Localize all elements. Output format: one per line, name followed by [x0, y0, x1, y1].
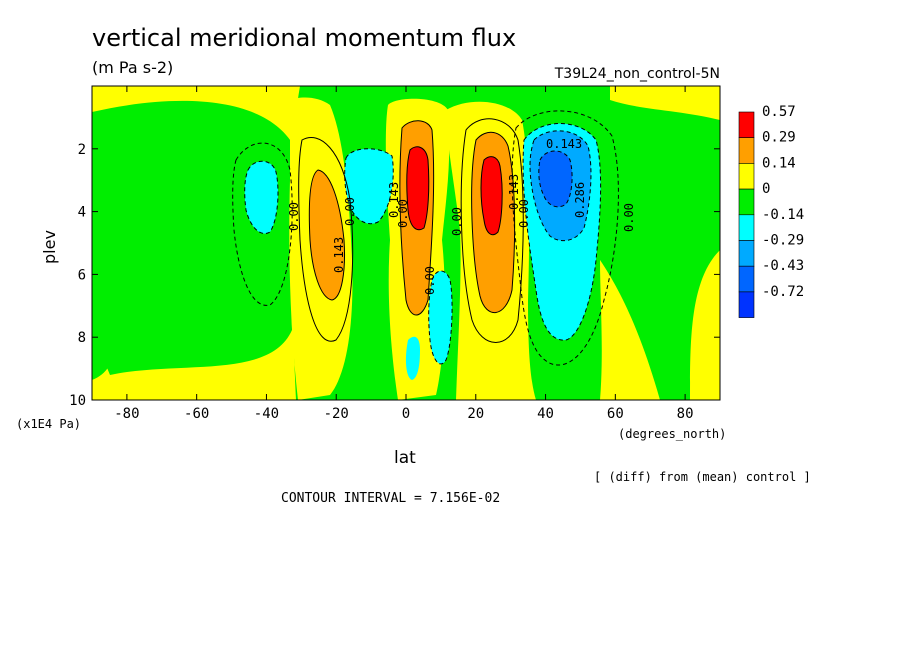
x-tick-label: -60 [184, 406, 209, 422]
contour-line [471, 131, 516, 314]
contour-lines [298, 118, 524, 343]
colorbar-label: -0.14 [762, 207, 804, 223]
x-axis-ticks: -80 -60 -40 -20 0 20 40 60 80 [114, 86, 694, 422]
positive-region-left-edge [92, 100, 296, 375]
contour-label: 0.00 [287, 202, 301, 231]
contour-line [298, 137, 354, 342]
y-axis-ticks: 2 4 6 8 10 [69, 142, 720, 409]
contour-label: 0.143 [387, 182, 401, 218]
y-tick-label: 6 [78, 267, 86, 283]
colorbar-swatch [738, 214, 755, 241]
contour-line [511, 110, 619, 366]
red-region-north [481, 156, 503, 235]
colorbar-swatch [738, 188, 755, 216]
contour-line [406, 146, 430, 231]
cyan-region-south [244, 161, 278, 234]
colorbar-label: 0 [762, 181, 770, 197]
colorbar-label: 0.29 [762, 130, 796, 146]
red-region-equator [406, 146, 429, 230]
x-axis-label: lat [394, 448, 416, 468]
cyan-region-equator-lower [428, 271, 453, 364]
contour-interval: CONTOUR INTERVAL = 7.156E-02 [281, 491, 500, 506]
colorbar-label: -0.29 [762, 233, 804, 249]
x-tick-label: -40 [254, 406, 279, 422]
contour-line [399, 120, 435, 316]
contour-line [232, 142, 293, 306]
contour-label: 0.00 [343, 197, 357, 226]
colorbar-swatch [738, 137, 755, 164]
negative-contour-lines [232, 110, 619, 366]
contour-label: 0.143 [507, 174, 521, 210]
colorbar-swatch [738, 240, 755, 267]
run-label: T39L24_non_control-5N [554, 66, 720, 82]
chart-subtitle: (m Pa s-2) [92, 58, 173, 77]
contour-label: 0.143 [332, 237, 346, 273]
y-axis-units: (x1E4 Pa) [16, 417, 81, 431]
plot-area: 0.143 0.00 0.143 0.00 0.00 0.00 0.143 0.… [91, 85, 721, 401]
x-tick-label: 60 [607, 406, 624, 422]
colorbar-label: 0.14 [762, 155, 796, 171]
x-tick-label: 80 [677, 406, 694, 422]
x-axis-units: (degrees_north) [618, 427, 726, 441]
contour-line [244, 160, 279, 234]
y-axis-label: plev [40, 230, 59, 264]
colorbar-label: -0.72 [762, 284, 804, 300]
contour-labels: 0.143 0.00 0.143 0.00 0.00 0.00 0.143 0.… [287, 137, 636, 295]
contour-line [308, 169, 345, 301]
contour-line [480, 156, 503, 236]
contour-line [538, 150, 573, 208]
contour-label: 0.00 [450, 207, 464, 236]
colorbar-label: 0.57 [762, 104, 796, 120]
y-tick-label: 4 [78, 205, 86, 221]
x-tick-label: -80 [114, 406, 139, 422]
diff-note: [ (diff) from (mean) control ] [594, 470, 811, 484]
positive-region-northeast [600, 260, 660, 400]
colorbar-legend: 0.57 0.29 0.14 0 -0.14 -0.29 -0.43 -0.72 [738, 104, 804, 318]
x-tick-label: 40 [537, 406, 554, 422]
dark-blue-region-north [538, 151, 573, 207]
y-tick-label: 2 [78, 142, 86, 158]
contour-label: 0.00 [396, 199, 410, 228]
chart-title: vertical meridional momentum flux [92, 24, 516, 52]
contour-label: 0.286 [573, 182, 587, 218]
colorbar-swatch [738, 265, 755, 293]
cyan-region-equator-upper [344, 148, 394, 224]
y-tick-label: 10 [69, 393, 86, 409]
contour-line [428, 270, 453, 365]
x-tick-label: 20 [467, 406, 484, 422]
contour-label: 0.143 [546, 137, 582, 151]
orange-region-south [309, 170, 345, 300]
cyan-region-equator-bottom [405, 336, 420, 380]
contour-label: 0.00 [622, 203, 636, 232]
x-tick-label: 0 [402, 406, 410, 422]
contour-line [522, 123, 602, 341]
x-tick-label: -20 [324, 406, 349, 422]
contour-label: 0.00 [517, 199, 531, 228]
positive-region-high-north [610, 86, 720, 400]
colorbar-swatch [738, 111, 755, 139]
y-tick-label: 8 [78, 330, 86, 346]
colorbar-swatch [738, 163, 755, 190]
colorbar-label: -0.43 [762, 258, 804, 274]
contour-line [344, 148, 394, 225]
colorbar-swatch [738, 291, 755, 318]
contour-label: 0.00 [423, 266, 437, 295]
